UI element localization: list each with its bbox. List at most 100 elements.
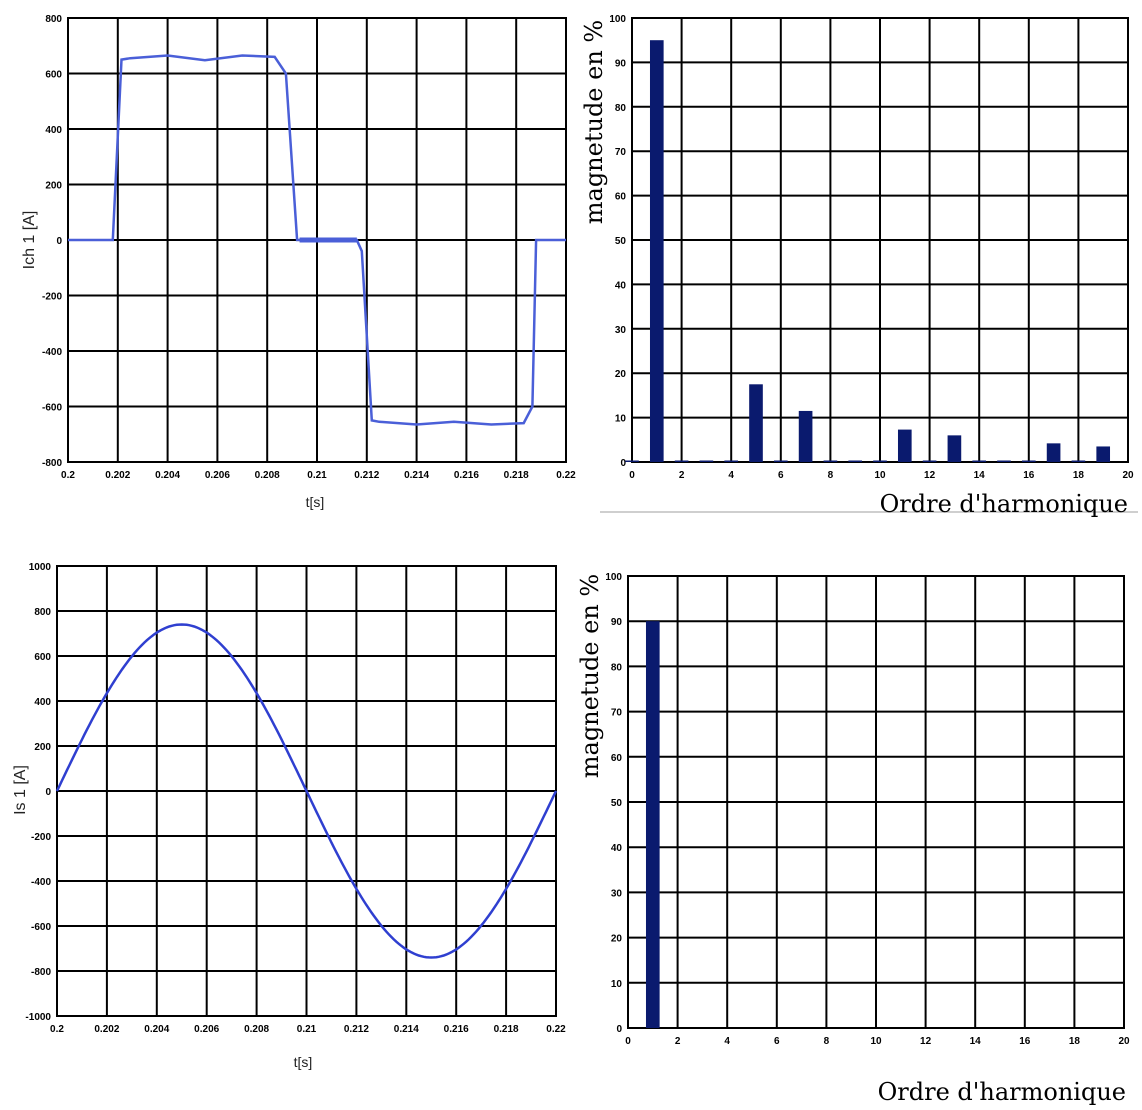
bar (1096, 446, 1111, 462)
bar (972, 460, 987, 462)
x-tick-label: 18 (1069, 1036, 1081, 1047)
y-tick-label: 40 (615, 280, 627, 291)
y-tick-label: 800 (34, 607, 51, 618)
x-tick-label: 16 (1019, 1036, 1031, 1047)
x-tick-label: 8 (824, 1036, 830, 1047)
y-tick-label: 60 (611, 753, 623, 764)
y-tick-label: 60 (615, 192, 627, 203)
bar (749, 384, 763, 462)
y-tick-label: 400 (45, 125, 62, 136)
y-tick-label: 600 (45, 70, 62, 81)
y-tick-label: -600 (42, 403, 62, 414)
x-tick-label: 0.208 (255, 470, 280, 481)
x-tick-label: 0.22 (546, 1024, 566, 1035)
bar (1046, 443, 1061, 462)
y-tick-label: 90 (611, 617, 623, 628)
x-tick-label: 0.206 (205, 470, 230, 481)
x-axis-label: Ordre d'harmonique (880, 490, 1128, 518)
y-tick-label: 50 (611, 798, 623, 809)
y-tick-label: -600 (31, 922, 51, 933)
y-tick-label: 10 (615, 414, 627, 425)
y-tick-label: 20 (615, 369, 627, 380)
bar (873, 460, 887, 462)
y-axis-label: magnetude en % (580, 20, 608, 224)
bar (848, 460, 863, 462)
y-tick-label: -200 (31, 832, 51, 843)
y-tick-label: 10 (611, 979, 623, 990)
y-axis-label: magnetude en % (576, 574, 604, 778)
x-tick-label: 0.21 (307, 470, 327, 481)
y-tick-label: 90 (615, 58, 627, 69)
x-tick-label: 0.204 (144, 1024, 169, 1035)
x-tick-label: 0.208 (244, 1024, 269, 1035)
x-axis-label: Ordre d'harmonique (878, 1078, 1126, 1106)
x-tick-label: 0.21 (297, 1024, 317, 1035)
bar (1071, 460, 1086, 462)
bar (645, 621, 660, 1028)
bar (823, 460, 838, 462)
x-tick-label: 16 (1023, 470, 1035, 481)
bar (1021, 460, 1036, 462)
x-tick-label: 14 (974, 470, 986, 481)
bar (897, 429, 912, 462)
bar (922, 460, 937, 462)
x-tick-label: 20 (1118, 1036, 1130, 1047)
y-tick-label: 100 (609, 14, 626, 25)
x-tick-label: 0.202 (94, 1024, 119, 1035)
y-axis-label: Ich 1 [A] (21, 211, 38, 270)
x-tick-label: 0 (625, 1036, 631, 1047)
y-axis-label: Is 1 [A] (12, 765, 29, 815)
y-tick-label: -1000 (25, 1012, 51, 1023)
x-tick-label: 0 (629, 470, 635, 481)
y-tick-label: 200 (34, 742, 51, 753)
bar (649, 40, 664, 462)
y-tick-label: 0 (620, 458, 626, 469)
y-tick-label: 200 (45, 181, 62, 192)
x-tick-label: 0.218 (504, 470, 529, 481)
x-tick-label: 12 (924, 470, 936, 481)
x-tick-label: 18 (1073, 470, 1085, 481)
bar (947, 435, 962, 462)
is1-spectrum-chart: 0 2 4 6 8 10 12 14 16 18 20 0 10 20 30 40 50 60 70 80 90 100m… (576, 572, 1130, 1106)
y-tick-label: -400 (31, 877, 51, 888)
ich1-chart: 0.2 0.202 0.204 0.206 0.208 0.21 0.212 0.214 0.2… (21, 14, 576, 510)
bar (674, 460, 689, 462)
x-tick-label: 20 (1122, 470, 1134, 481)
x-tick-label: 4 (728, 470, 734, 481)
x-tick-label: 0.2 (50, 1024, 64, 1035)
x-tick-label: 0.202 (105, 470, 130, 481)
x-tick-label: 14 (970, 1036, 982, 1047)
x-axis-label: t[s] (294, 1054, 313, 1070)
y-tick-label: 50 (615, 236, 627, 247)
y-tick-label: 70 (615, 147, 627, 158)
y-tick-label: 70 (611, 708, 623, 719)
y-tick-label: 30 (611, 888, 623, 899)
x-tick-label: 0.212 (354, 470, 379, 481)
y-tick-label: 800 (45, 14, 62, 25)
x-tick-label: 10 (870, 1036, 882, 1047)
y-tick-label: -200 (42, 292, 62, 303)
ich1-spectrum-chart: 0 2 4 6 8 10 12 14 16 18 20 0 10 20 30 40 50 60 70 80 90 100m… (580, 14, 1134, 518)
y-tick-label: 30 (615, 325, 627, 336)
x-tick-label: 0.2 (61, 470, 75, 481)
plot-frame (627, 575, 1125, 1029)
y-tick-label: 40 (611, 843, 623, 854)
y-tick-label: 100 (605, 572, 622, 583)
x-tick-label: 0.214 (404, 470, 429, 481)
x-tick-label: 0.212 (344, 1024, 369, 1035)
x-tick-label: 0.206 (194, 1024, 219, 1035)
x-tick-label: 0.216 (454, 470, 479, 481)
y-tick-label: 400 (34, 697, 51, 708)
x-tick-label: 0.22 (556, 470, 576, 481)
x-tick-label: 6 (778, 470, 784, 481)
bar (625, 460, 639, 462)
series-line (55, 623, 558, 959)
y-tick-label: 0 (45, 787, 51, 798)
bar (997, 460, 1011, 462)
bar (724, 460, 739, 462)
x-tick-label: 10 (874, 470, 886, 481)
x-tick-label: 12 (920, 1036, 932, 1047)
is1-chart: 0.2 0.202 0.204 0.206 0.208 0.21 0.212 0.214 0.2… (12, 562, 566, 1070)
x-axis-label: t[s] (306, 494, 325, 510)
